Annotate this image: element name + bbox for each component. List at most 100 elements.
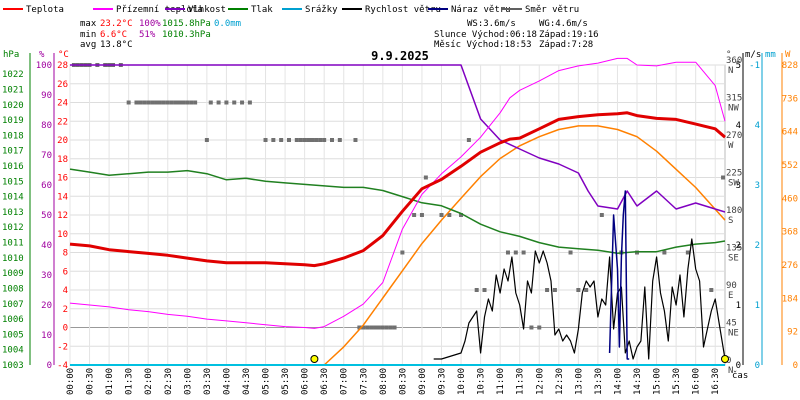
- temp-tick-label: 26: [57, 80, 68, 90]
- dir-compass-label: W: [728, 141, 734, 151]
- wind-direction-point: [709, 288, 714, 292]
- hum-tick-label: 30: [41, 271, 52, 281]
- x-tick-label: 08:30: [398, 368, 408, 395]
- hum-tick-label: 50: [41, 211, 52, 221]
- dir-compass-label: NW: [728, 104, 739, 114]
- x-tick-label: 03:30: [203, 368, 213, 395]
- wind-direction-point: [353, 138, 358, 142]
- x-tick-label: 13:00: [574, 368, 584, 395]
- x-tick-label: 09:30: [437, 368, 447, 395]
- info-moon: Měsíc Východ:18:53: [434, 40, 532, 50]
- wind-tick-label: 5: [736, 61, 741, 71]
- x-tick-label: 10:00: [457, 368, 467, 395]
- wind-direction-point: [635, 250, 640, 255]
- press-tick-label: 1014: [2, 193, 24, 203]
- wind-direction-point: [146, 100, 151, 105]
- stats-avg-label: avg: [80, 40, 96, 50]
- x-tick-label: 00:30: [86, 368, 96, 395]
- wind-direction-point: [721, 175, 726, 180]
- x-tick-label: 02:00: [144, 368, 154, 395]
- hum-tick-label: 90: [41, 91, 52, 101]
- info-wg: WG:4.6m/s: [539, 19, 588, 29]
- info-sun-set: Západ:19:16: [539, 30, 599, 40]
- stats-min-label: min: [80, 30, 96, 40]
- wind-tick-label: 4: [736, 121, 741, 131]
- x-tick-label: 15:30: [672, 368, 682, 395]
- stats-max-temp: 23.2°C: [100, 19, 133, 29]
- info-sun: Slunce Východ:06:18: [434, 30, 537, 40]
- wind-tick-label: 1: [736, 301, 741, 311]
- x-tick-label: 01:00: [105, 368, 115, 395]
- wind-direction-point: [599, 213, 604, 217]
- press-tick-label: 1010: [2, 254, 24, 264]
- temp-tick-label: 2: [63, 305, 68, 315]
- temp-tick-label: -4: [57, 361, 68, 371]
- wind-direction-point: [169, 100, 174, 105]
- wind-direction-point: [322, 138, 327, 142]
- press-tick-label: 1013: [2, 208, 24, 218]
- x-tick-label: 00:00: [66, 368, 76, 395]
- wind-direction-point: [142, 100, 147, 105]
- unit-solar: W: [785, 50, 791, 60]
- wind-direction-point: [552, 288, 557, 292]
- wind-direction-point: [314, 138, 319, 142]
- dir-compass-label: SW: [728, 179, 739, 189]
- wind-direction-point: [173, 100, 178, 105]
- dir-tick-label: 270: [726, 131, 742, 141]
- axes-layer: 00:00 00:30 01:00 01:30 02:00 02:30 03:00 03:30…: [2, 53, 798, 395]
- dir-tick-label: 180: [726, 206, 742, 216]
- wind-direction-point: [216, 100, 221, 105]
- wind-direction-point: [423, 175, 428, 180]
- temp-tick-label: 8: [63, 249, 68, 259]
- x-tick-label: 05:00: [262, 368, 272, 395]
- info-ws: WS:3.6m/s: [467, 19, 516, 29]
- x-tick-label: 06:00: [301, 368, 311, 395]
- press-tick-label: 1003: [2, 361, 24, 371]
- temp-tick-label: 12: [57, 211, 68, 221]
- rain-marker: [310, 355, 319, 363]
- wind-direction-point: [357, 325, 362, 330]
- solar-tick-label: 184: [782, 294, 798, 304]
- legend-vlhkost: Vlhkost: [188, 5, 226, 15]
- dir-compass-label: N: [728, 66, 733, 76]
- dir-tick-label: 45: [726, 319, 737, 329]
- dir-tick-label: 90: [726, 281, 737, 291]
- wind-direction-point: [306, 138, 311, 142]
- unit-wind: m/s: [745, 50, 761, 60]
- stats-max-press: 1015.8hPa: [162, 19, 211, 29]
- stats-min-temp: 6.6°C: [100, 30, 127, 40]
- legend-rychlost-vetru: Rychlost větru: [365, 5, 441, 15]
- wind-direction-point: [482, 288, 487, 292]
- series-layer: [69, 57, 729, 366]
- wind-direction-point: [204, 138, 209, 142]
- wind-direction-point: [138, 100, 143, 105]
- wind-direction-point: [271, 138, 276, 142]
- wind-direction-point: [513, 250, 518, 255]
- hum-tick-label: 60: [41, 181, 52, 191]
- info-block: WS:3.6m/s WG:4.6m/s Slunce Východ:06:18 …: [434, 19, 599, 50]
- legend-prizemni-teplota: Přízemní teplota: [116, 5, 203, 15]
- stats-avg-temp: 13.8°C: [100, 40, 133, 50]
- press-tick-label: 1017: [2, 147, 24, 157]
- wind-direction-point: [388, 325, 393, 330]
- temp-tick-label: 18: [57, 155, 68, 165]
- x-tick-label: 13:30: [594, 368, 604, 395]
- temp-tick-label: 4: [63, 286, 68, 296]
- wind-direction-point: [545, 288, 550, 292]
- x-tick-label: 01:30: [125, 368, 135, 395]
- wind-direction-point: [337, 138, 342, 142]
- x-tick-label: 15:00: [653, 368, 663, 395]
- rain-marker: [721, 355, 729, 363]
- stats-block: max 23.2°C 100% 1015.8hPa 0.0mm min 6.6°…: [80, 19, 241, 50]
- temp-tick-label: 20: [57, 136, 68, 146]
- press-tick-label: 1019: [2, 116, 24, 126]
- legend-naraz-vetru: Náraz větru: [451, 5, 511, 15]
- press-tick-label: 1011: [2, 239, 24, 249]
- series-wind-speed: [433, 238, 726, 360]
- wind-direction-point: [279, 138, 284, 142]
- press-tick-label: 1020: [2, 101, 24, 111]
- wind-direction-point: [685, 250, 690, 255]
- legend-smer-vetru: Směr větru: [525, 5, 579, 15]
- hum-tick-label: 100: [36, 61, 52, 71]
- press-tick-label: 1007: [2, 300, 24, 310]
